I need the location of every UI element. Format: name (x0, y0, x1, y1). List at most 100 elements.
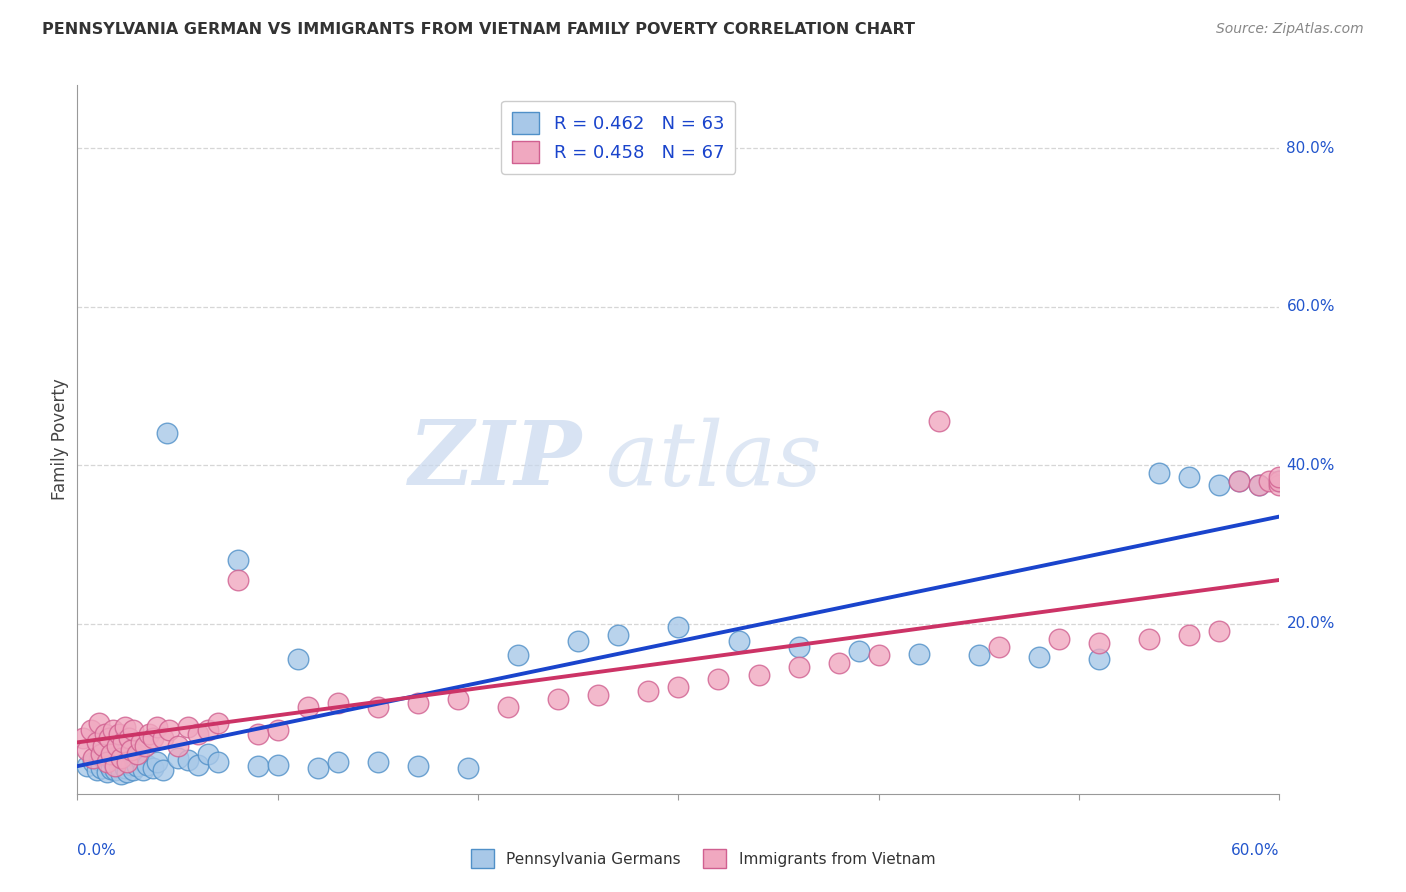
Point (156, 426, 179, 441)
Point (86, 735, 108, 749)
Point (93, 739, 115, 754)
Point (928, 415, 950, 429)
Point (112, 747, 135, 762)
Point (1268, 478, 1291, 492)
Point (166, 751, 188, 765)
Point (508, 648, 530, 663)
Point (89, 715, 111, 730)
Point (1028, 649, 1050, 664)
Point (98, 731, 121, 746)
Point (267, 723, 290, 738)
Point (1229, 474, 1251, 488)
Point (787, 660, 810, 674)
Point (406, 696, 429, 710)
Point (1149, 466, 1171, 480)
Point (567, 634, 589, 648)
Point (637, 684, 659, 698)
Text: 20.0%: 20.0% (1286, 616, 1334, 631)
Point (496, 699, 519, 714)
Point (86, 763, 108, 777)
Point (152, 763, 174, 777)
Point (114, 761, 136, 775)
Point (547, 691, 569, 706)
Point (122, 763, 145, 777)
Text: PENNSYLVANIA GERMAN VS IMMIGRANTS FROM VIETNAM FAMILY POVERTY CORRELATION CHART: PENNSYLVANIA GERMAN VS IMMIGRANTS FROM V… (42, 22, 915, 37)
Point (176, 719, 198, 733)
Point (1268, 474, 1291, 488)
Legend: Pennsylvania Germans, Immigrants from Vietnam: Pennsylvania Germans, Immigrants from Vi… (463, 841, 943, 875)
Point (848, 644, 870, 658)
Point (124, 749, 146, 764)
Point (110, 767, 132, 781)
Point (176, 753, 198, 767)
Point (132, 763, 155, 777)
Point (1178, 470, 1201, 484)
Point (307, 761, 329, 775)
Point (326, 696, 349, 710)
Point (1258, 474, 1281, 488)
Point (146, 719, 169, 733)
Point (131, 735, 153, 749)
Point (104, 763, 127, 777)
Point (287, 652, 309, 666)
Point (82, 755, 104, 769)
Point (103, 755, 125, 769)
Point (447, 691, 470, 706)
Point (988, 640, 1011, 655)
Point (127, 759, 149, 773)
Point (107, 739, 129, 754)
Point (112, 755, 135, 769)
Point (138, 727, 160, 741)
Point (110, 751, 132, 765)
Text: atlas: atlas (606, 417, 823, 504)
Point (1268, 474, 1291, 488)
Point (104, 759, 127, 773)
Point (246, 727, 269, 741)
Text: ZIP: ZIP (409, 417, 582, 504)
Point (588, 688, 610, 702)
Point (76, 759, 98, 773)
Point (267, 757, 290, 772)
Point (122, 723, 145, 738)
Point (668, 620, 690, 634)
Point (96, 747, 118, 762)
Point (197, 723, 219, 738)
Point (100, 747, 122, 762)
Point (146, 755, 169, 769)
Point (246, 759, 269, 773)
Point (207, 755, 229, 769)
Point (120, 743, 142, 757)
Legend: R = 0.462   N = 63, R = 0.458   N = 67: R = 0.462 N = 63, R = 0.458 N = 67 (502, 101, 735, 174)
Y-axis label: Family Poverty: Family Poverty (51, 378, 69, 500)
Point (967, 648, 990, 663)
Point (114, 719, 136, 733)
Point (197, 747, 219, 762)
Point (103, 743, 125, 757)
Text: 60.0%: 60.0% (1232, 843, 1279, 858)
Point (93, 751, 115, 765)
Point (1208, 478, 1230, 492)
Point (127, 747, 149, 762)
Point (90, 747, 112, 762)
Point (1208, 624, 1230, 639)
Point (112, 735, 135, 749)
Point (1178, 628, 1201, 642)
Point (457, 761, 479, 775)
Point (103, 723, 125, 738)
Point (868, 648, 890, 663)
Point (367, 699, 389, 714)
Point (406, 759, 429, 773)
Point (1047, 632, 1070, 647)
Point (367, 755, 389, 769)
Text: 80.0%: 80.0% (1286, 141, 1334, 155)
Point (96, 765, 118, 780)
Point (142, 731, 165, 746)
Point (134, 739, 156, 754)
Point (89, 753, 111, 767)
Text: 60.0%: 60.0% (1286, 299, 1334, 314)
Point (828, 656, 851, 670)
Point (98, 757, 121, 772)
Point (1088, 652, 1111, 666)
Point (326, 755, 349, 769)
Point (1088, 636, 1111, 650)
